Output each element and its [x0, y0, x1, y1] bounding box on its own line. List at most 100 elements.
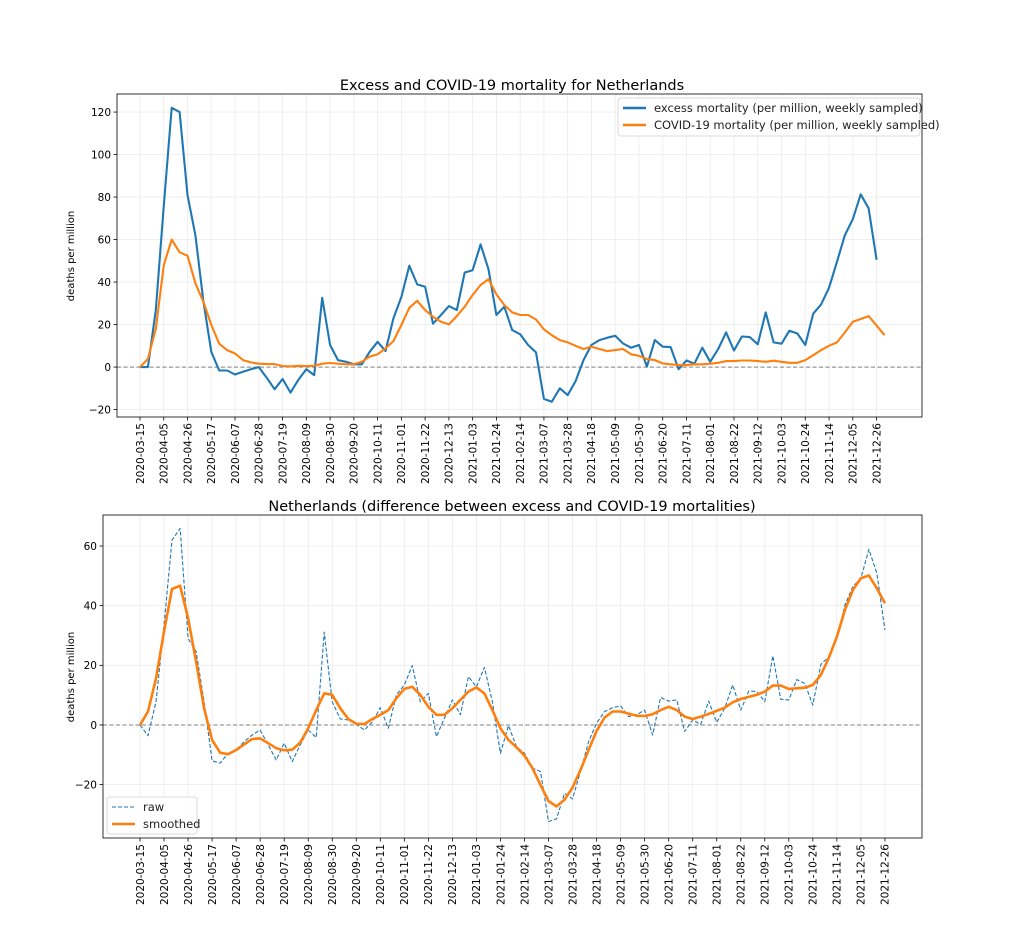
x-tick-label: 2021-11-14: [832, 844, 844, 905]
x-tick-label: 2021-10-03: [776, 423, 788, 484]
x-tick-label: 2020-08-09: [303, 844, 315, 905]
x-tick-label: 2020-03-15: [135, 844, 147, 905]
x-tick-label: 2020-04-05: [159, 423, 171, 484]
x-tick-label: 2021-05-09: [615, 844, 627, 905]
x-tick-label: 2021-05-30: [639, 844, 651, 905]
x-tick-label: 2020-06-28: [255, 844, 267, 905]
x-tick-label: 2021-01-24: [495, 844, 507, 905]
x-tick-label: 2020-09-20: [349, 423, 361, 484]
y-tick-label: 20: [84, 660, 97, 672]
y-tick-label: 40: [84, 600, 97, 612]
x-tick-label: 2020-04-26: [183, 844, 195, 905]
legend-label: COVID-19 mortality (per million, weekly …: [654, 118, 940, 132]
x-tick-label: 2021-03-28: [567, 844, 579, 905]
y-tick-label: 60: [98, 234, 111, 246]
x-tick-label: 2020-08-30: [327, 844, 339, 905]
x-tick-label: 2020-04-05: [159, 844, 171, 905]
x-tick-label: 2021-08-01: [712, 844, 724, 905]
top-grid: [117, 94, 922, 417]
x-tick-label: 2021-05-30: [634, 423, 646, 484]
x-tick-label: 2020-10-11: [372, 423, 384, 484]
x-tick-label: 2021-03-28: [562, 423, 574, 484]
x-tick-label: 2020-04-26: [182, 423, 194, 484]
x-tick-label: 2020-11-01: [396, 423, 408, 484]
y-tick-label: 0: [90, 720, 97, 732]
x-tick-label: 2021-06-20: [663, 844, 675, 905]
x-tick-label: 2021-10-03: [784, 844, 796, 905]
x-tick-label: 2021-07-11: [681, 423, 693, 484]
series-line: [140, 106, 878, 403]
bottom-grid: [103, 515, 922, 838]
x-tick-label: 2021-12-26: [871, 423, 883, 484]
x-tick-label: 2020-07-19: [279, 844, 291, 905]
top-series-covid-19: [139, 238, 886, 368]
bottom-chart-y-axis-label: deaths per million: [66, 632, 77, 722]
y-tick-label: −20: [75, 779, 97, 791]
bottom-chart-title: Netherlands (difference between excess a…: [268, 499, 755, 515]
x-tick-label: 2021-01-03: [471, 844, 483, 905]
x-tick-label: 2021-05-09: [610, 423, 622, 484]
x-tick-label: 2021-11-14: [824, 423, 836, 484]
x-tick-label: 2020-05-17: [206, 423, 218, 484]
x-tick-label: 2020-12-13: [447, 844, 459, 905]
y-tick-label: −20: [89, 404, 111, 416]
x-tick-label: 2021-03-07: [539, 423, 551, 484]
x-tick-label: 2020-07-19: [277, 423, 289, 484]
x-tick-label: 2021-10-24: [808, 844, 820, 905]
y-tick-label: 40: [98, 277, 111, 289]
y-tick-label: 100: [91, 149, 111, 161]
x-tick-label: 2020-11-01: [399, 844, 411, 905]
x-tick-label: 2020-11-22: [420, 423, 432, 484]
series-line: [139, 238, 886, 368]
x-tick-label: 2021-01-24: [491, 423, 503, 484]
x-tick-label: 2021-04-18: [591, 844, 603, 905]
top-chart-excess-vs-covid: Excess and COVID-19 mortality for Nether…: [66, 78, 940, 484]
legend-label: excess mortality (per million, weekly sa…: [654, 101, 923, 115]
bottom-series-smoothed: [138, 574, 887, 808]
y-tick-label: 60: [84, 541, 97, 553]
x-tick-label: 2021-08-22: [736, 844, 748, 905]
x-tick-label: 2020-06-07: [230, 423, 242, 484]
legend-label: smoothed: [143, 817, 200, 831]
x-tick-label: 2020-09-20: [351, 844, 363, 905]
bottom-series-raw: [139, 527, 886, 823]
top-chart-y-axis-label: deaths per million: [66, 211, 77, 301]
legend-box: [617, 97, 921, 137]
x-tick-label: 2021-03-07: [543, 844, 555, 905]
x-tick-label: 2020-08-30: [325, 423, 337, 484]
x-tick-label: 2020-03-15: [135, 423, 147, 484]
x-tick-label: 2020-11-22: [423, 844, 435, 905]
x-tick-label: 2021-07-11: [687, 844, 699, 905]
x-tick-label: 2021-10-24: [800, 423, 812, 484]
x-tick-label: 2020-12-13: [444, 423, 456, 484]
x-tick-label: 2021-12-05: [856, 844, 868, 905]
x-tick-label: 2021-09-12: [760, 844, 772, 905]
x-tick-label: 2020-08-09: [301, 423, 313, 484]
legend-label: raw: [143, 800, 164, 814]
y-tick-label: 80: [98, 192, 111, 204]
series-line: [139, 527, 886, 823]
x-tick-label: 2020-06-28: [254, 423, 266, 484]
x-tick-label: 2020-10-11: [375, 844, 387, 905]
y-tick-label: 120: [91, 107, 111, 119]
x-tick-label: 2021-02-14: [519, 844, 531, 905]
y-tick-label: 20: [98, 319, 111, 331]
x-tick-label: 2021-02-14: [515, 423, 527, 484]
bottom-legend: raw smoothed: [106, 796, 200, 835]
x-tick-label: 2021-09-12: [753, 423, 765, 484]
x-tick-label: 2021-06-20: [658, 423, 670, 484]
bottom-plot-frame: [102, 514, 923, 839]
top-plot-frame: [116, 93, 923, 418]
top-chart-title: Excess and COVID-19 mortality for Nether…: [340, 78, 684, 94]
top-legend: excess mortality (per million, weekly sa…: [617, 97, 940, 137]
x-tick-label: 2020-05-17: [207, 844, 219, 905]
top-series-excess: [140, 106, 878, 403]
x-tick-label: 2021-12-05: [848, 423, 860, 484]
y-tick-label: 0: [104, 362, 111, 374]
series-line: [138, 574, 887, 808]
x-tick-label: 2021-08-01: [705, 423, 717, 484]
x-tick-label: 2021-01-03: [467, 423, 479, 484]
x-tick-label: 2021-04-18: [586, 423, 598, 484]
x-tick-label: 2021-12-26: [880, 844, 892, 905]
